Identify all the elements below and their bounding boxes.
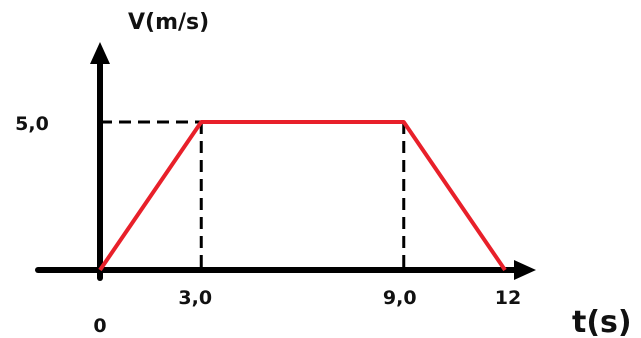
x-tick-label: 3,0 [178,287,212,309]
x-tick-label: 9,0 [383,287,417,309]
guide-lines [100,120,406,270]
y-axis-arrow-icon [90,42,110,64]
x-tick-label: 12 [495,287,521,309]
tick-labels: 0 3,0 9,0 12 5,0 [15,113,521,337]
x-axis-arrow-icon [514,260,536,280]
x-tick-label: 0 [93,315,106,337]
y-tick-label: 5,0 [15,113,49,135]
series-layer [98,120,507,272]
y-axis-label: V(m/s) [128,10,209,35]
x-axis-label: t(s) [572,305,632,338]
series-line-0 [98,120,507,272]
